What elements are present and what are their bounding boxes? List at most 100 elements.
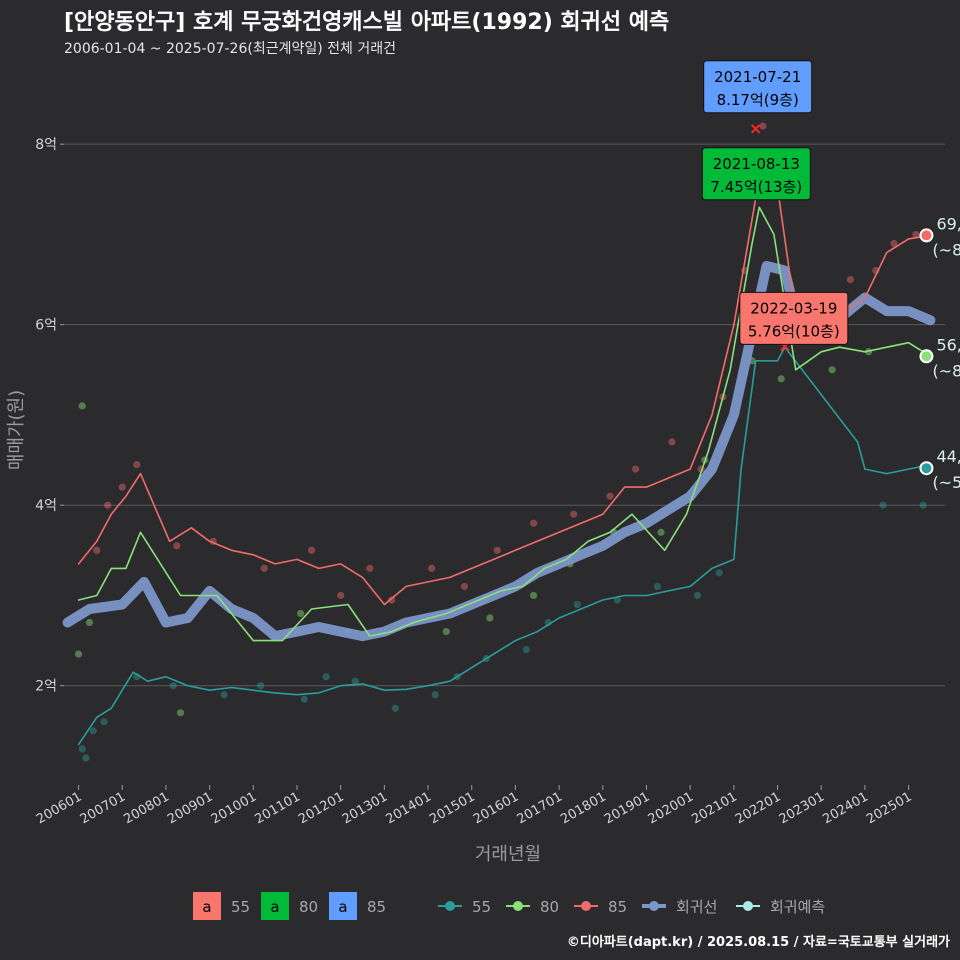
scatter-point-s55 [431, 691, 439, 699]
scatter-point-s80 [828, 366, 836, 374]
x-axis-label: 거래년월 [475, 844, 541, 865]
scatter-point-s80 [657, 528, 665, 536]
x-tick-label: 202301 [777, 789, 827, 827]
series-line-s55 [77, 346, 932, 746]
legend-line-dot [649, 901, 659, 911]
scatter-point-s85 [606, 492, 614, 500]
scatter-point-s85 [337, 591, 345, 600]
highlight-date: 2021-08-13 [713, 155, 800, 173]
forecast-area: (~85㎡) [932, 240, 960, 259]
highlight-value: 8.17억(9층) [717, 91, 799, 109]
scatter-point-s55 [100, 718, 108, 726]
scatter-point-s85 [530, 519, 538, 527]
legend-key-box [261, 892, 289, 920]
scatter-point-s55 [919, 501, 927, 509]
highlight-marker [750, 124, 761, 134]
x-tick-label: 200701 [78, 789, 128, 827]
scatter-point-s85 [388, 596, 396, 604]
legend-key-label: 80 [299, 898, 318, 916]
x-tick-label: 201301 [340, 789, 390, 827]
series-line-s85 [77, 161, 932, 606]
x-tick-label: 201101 [253, 789, 303, 827]
highlight-labels: 2021-07-21 8.17억(9층) 2021-08-13 7.45억(13층) 2… [701, 60, 849, 352]
scatter-point-s55 [220, 691, 228, 699]
legend-key-glyph: a [202, 898, 211, 916]
legend-line-label: 80 [540, 898, 559, 916]
highlight-box [701, 147, 811, 201]
scatter-point-s55 [78, 745, 86, 753]
forecast-value: 69,892 [936, 214, 960, 233]
scatter-point-s85 [668, 438, 676, 446]
scatter-point-s85 [890, 239, 898, 248]
chart-subtitle: 2006-01-04 ~ 2025-07-26(최근계약일) 전체 거래건 [64, 41, 396, 57]
grid-lines [64, 143, 945, 687]
x-tick-label: 202201 [733, 789, 783, 827]
scatter-point-s80 [85, 618, 94, 627]
legend-key-label: 55 [231, 898, 250, 916]
scatter-point-s85 [118, 483, 126, 491]
forecast-point-s80 [919, 349, 934, 364]
x-tick-label: 201501 [427, 789, 477, 827]
x-tick-label: 201801 [558, 789, 608, 827]
scatter-point-s80 [486, 614, 494, 622]
scatter-point-s55 [89, 727, 97, 735]
highlight-date: 2021-07-21 [714, 68, 801, 86]
y-tick-label: 4억 [35, 498, 57, 514]
x-tick-label: 201701 [515, 789, 565, 827]
legend-line-dot [513, 901, 523, 911]
x-tick-label: 200901 [165, 789, 215, 827]
scatter-point-s85 [759, 122, 767, 130]
scatter-point-s80 [442, 627, 450, 636]
x-tick-label: 202501 [864, 789, 914, 827]
x-tick-label: 200601 [34, 789, 84, 827]
scatter-point-s55 [391, 704, 399, 712]
scatter-point-s80 [176, 709, 185, 717]
scatter-point-s85 [173, 542, 181, 550]
forecast-point-s55 [919, 461, 934, 476]
legend-line-dot [743, 901, 753, 911]
legend-line-dot [445, 901, 455, 911]
forecast-point-s85 [919, 228, 934, 243]
scatter-point-s55 [256, 682, 265, 690]
scatter-point-s80 [74, 650, 83, 658]
scatter-point-s55 [653, 582, 662, 591]
forecast-area: (~80㎡) [932, 361, 960, 380]
scatter-point-s80 [78, 402, 86, 410]
forecast-markers: 69,892 (~85㎡) 56,500 (~80㎡) 44,100 (~55㎡) [919, 214, 960, 492]
scatter-point-s85 [912, 230, 920, 239]
x-tick-label: 202101 [689, 789, 739, 827]
y-tick-label: 2억 [35, 679, 57, 695]
highlight-box [703, 60, 813, 114]
scatter-point-s85 [260, 564, 268, 572]
highlight-date: 2022-03-19 [750, 299, 837, 317]
legend-key-label: 85 [367, 898, 386, 916]
scatter-point-s85 [631, 465, 640, 473]
x-tick-label: 202001 [646, 789, 696, 827]
scatter-point-s85 [428, 564, 436, 572]
scatter-point-s55 [300, 695, 308, 703]
scatter-point-s55 [522, 646, 530, 654]
scatter-point-s85 [570, 510, 578, 518]
scatter-point-s55 [322, 673, 330, 681]
y-tick-label: 8억 [35, 137, 57, 153]
legend-line-label: 회귀선 [676, 898, 717, 916]
legend-line-label: 55 [472, 898, 491, 916]
x-tick-label: 200801 [121, 789, 171, 827]
legend-line-label: 회귀예측 [770, 898, 825, 916]
legend-key-box [329, 892, 357, 920]
y-axis-label: 매매가(원) [6, 390, 27, 470]
x-tick-label: 202401 [820, 789, 870, 827]
legend-line-label: 85 [608, 898, 627, 916]
highlight-value: 5.76억(10층) [748, 322, 840, 340]
legend-key-glyph: a [338, 898, 347, 916]
chart-title: [안양동안구] 호계 무궁화건영캐스빌 아파트(1992) 회귀선 예측 [64, 10, 670, 35]
x-tick-label: 201601 [471, 789, 521, 827]
scatter-point-s85 [846, 275, 854, 284]
legend: a 55 a 80 a 85 55 80 85 회귀선 회귀예측 [193, 892, 825, 920]
series-line-s80 [77, 206, 932, 642]
x-tick-label: 201001 [209, 789, 259, 827]
series-line-regression [62, 261, 936, 642]
x-axis: 2006012007012008012009012010012011012012… [34, 785, 915, 827]
x-tick-label: 201201 [296, 789, 346, 827]
